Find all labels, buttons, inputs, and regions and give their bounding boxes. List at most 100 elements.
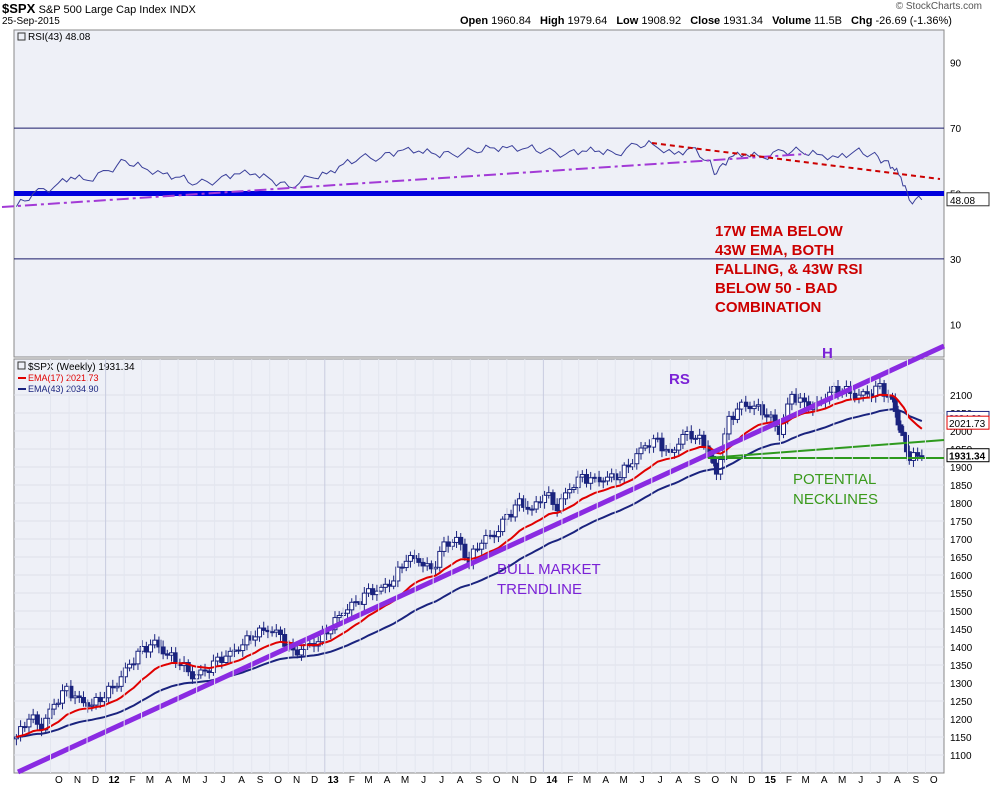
price-tick-label: 1500 [950,607,973,618]
price-candle [458,536,464,545]
price-candle [378,586,384,592]
price-candle [215,656,221,662]
price-candle [420,561,426,567]
price-candle [672,449,678,453]
price-candle [370,588,376,596]
rsi-tick-label: 70 [950,124,962,135]
ohlc-label-high: High [540,15,568,27]
ohlc-value-close: 1931.34 [723,15,767,27]
price-candle [407,555,413,562]
price-candle [139,646,145,652]
price-candle [269,631,275,634]
price-candle [399,566,405,569]
ohlc-value-open: 1960.84 [491,15,534,27]
price-candle [646,445,652,448]
price-candle [51,703,57,710]
price-candle [852,392,858,399]
price-candle [760,404,766,416]
price-candle [638,447,644,455]
price-candle [567,488,573,494]
price-tick-label: 1800 [950,499,973,510]
price-candle [135,650,141,665]
price-candle [563,492,569,500]
price-candle [386,583,392,587]
x-tick-label: 15 [765,775,777,786]
price-candle [366,588,372,594]
price-candle [621,464,627,479]
x-tick-label: M [364,775,372,786]
price-candle [248,635,254,641]
price-candle [80,696,86,704]
x-tick-label: A [238,775,245,786]
price-candle [630,463,636,468]
price-tick-label: 1900 [950,463,973,474]
price-candle [588,477,594,484]
price-candle [122,667,128,678]
price-candle [64,685,70,692]
chart-title: $SPX S&P 500 Large Cap Index INDX [2,1,196,16]
price-candle [202,669,208,672]
x-tick-label: J [421,775,426,786]
x-tick-label: O [493,775,501,786]
price-candle [768,414,774,418]
price-candle [114,685,120,689]
price-candle [273,629,279,633]
x-tick-label: M [801,775,809,786]
price-tick-label: 1150 [950,733,972,744]
price-tick-label: 2000 [950,427,973,438]
price-candle [688,430,694,440]
price-candle [101,697,107,703]
price-candle [901,431,907,436]
x-tick-label: N [293,775,300,786]
price-candle [864,391,870,395]
price-candle [391,580,397,587]
price-candle [437,550,443,568]
price-candle [85,702,91,707]
price-tick-label: 2100 [950,391,973,402]
ohlc-value-volume: 11.5B [814,15,846,27]
x-tick-label: S [913,775,920,786]
price-candle [701,434,707,447]
price-candle [881,383,887,397]
price-candle [118,676,124,687]
price-candle [131,663,137,666]
price-candle [860,391,866,396]
ema17-value-box [946,415,990,430]
price-candle [919,455,925,458]
x-tick-label: A [457,775,464,786]
price-candle [257,627,263,638]
price-candle [294,649,300,656]
price-candle [495,531,501,538]
price-candle [206,670,212,674]
x-tick-label: M [838,775,846,786]
price-candle [164,653,170,656]
price-candle [361,592,367,605]
price-candle [676,443,682,451]
price-tick-label: 1700 [950,535,973,546]
price-candle [240,644,246,652]
price-tick-label: 1450 [950,625,973,636]
price-candle [600,480,606,483]
price-candle [642,445,648,449]
price-candle [412,555,418,560]
x-tick-label: F [130,775,136,786]
price-candle [892,398,898,412]
price-tick-label: 1400 [950,643,973,654]
price-candle [508,513,514,518]
price-candle [236,649,242,652]
price-tick-label: 1350 [950,661,973,672]
index-name: S&P 500 Large Cap Index [38,4,167,16]
price-candle [521,498,527,508]
rsi-annotation-line: FALLING, & 43W RSI [715,261,863,278]
price-candle [227,650,233,657]
chart-date: 25-Sep-2015 [2,16,60,27]
annotation-bull-trendline: TRENDLINE [497,581,582,598]
price-candle [537,501,543,504]
price-candle [298,648,304,656]
ohlc-label-chg: Chg [851,15,876,27]
price-candle [395,566,401,582]
ema17-value: 2021.73 [949,419,986,430]
price-candle [516,498,522,506]
x-tick-label: M [182,775,190,786]
price-candle [747,405,753,410]
